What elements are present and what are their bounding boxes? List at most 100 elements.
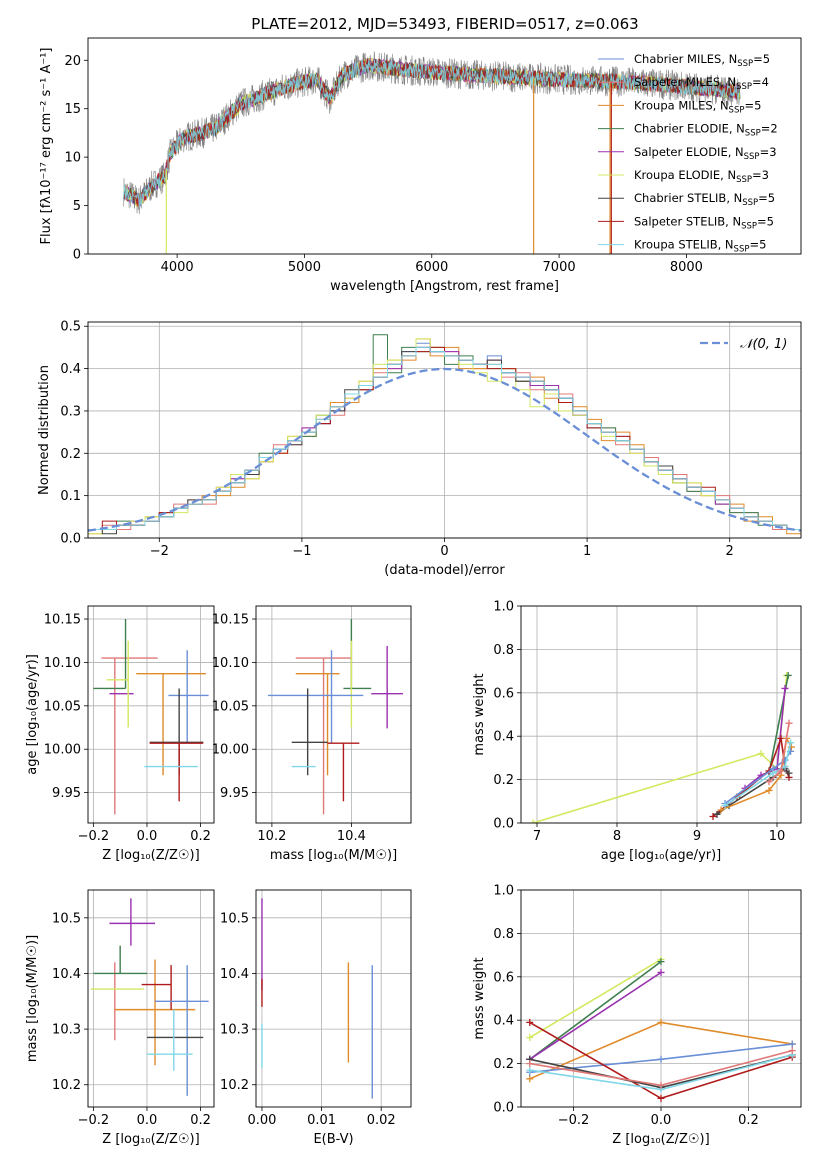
y-tick-label: 10.5 bbox=[52, 911, 81, 926]
y-tick-label: 0.5 bbox=[60, 320, 81, 335]
panel-massweight_vs_age: 7 8 9 10 0.0 0.2 0.4 0.6 0.8 1.0 age [log₁₀(age/yr… bbox=[472, 600, 802, 863]
axes-frame bbox=[87, 37, 802, 255]
axes-frame bbox=[87, 605, 215, 824]
plus-marker bbox=[657, 1018, 665, 1026]
x-axis-label: E(B-V) bbox=[313, 1132, 353, 1147]
y-axis-label: age [log₁₀(age/yr)] bbox=[25, 654, 40, 775]
data-point-errorbar bbox=[267, 650, 364, 744]
x-tick-label: 1 bbox=[583, 544, 591, 559]
plus-marker bbox=[657, 1081, 665, 1089]
plus-marker bbox=[526, 1060, 534, 1068]
plus-marker bbox=[717, 806, 725, 814]
plus-marker bbox=[657, 1094, 665, 1102]
axes-frame bbox=[520, 889, 802, 1108]
plus-marker bbox=[769, 769, 777, 777]
panel-residual_hist: −2 −1 0 1 2 0.0 0.1 0.2 0.3 0.4 0.5 (data-model)/er… bbox=[37, 320, 802, 578]
y-tick-label: 0.6 bbox=[493, 970, 514, 985]
x-tick-label: 4000 bbox=[161, 260, 194, 275]
y-axis-label: Normed distribution bbox=[37, 365, 52, 495]
y-tick-label: 0.0 bbox=[493, 1101, 514, 1116]
x-tick-label: 10 bbox=[769, 829, 786, 844]
plus-marker bbox=[526, 1034, 534, 1042]
x-tick-label: 0.0 bbox=[137, 1113, 158, 1128]
plus-marker bbox=[526, 1075, 534, 1083]
x-tick-label: 0.00 bbox=[247, 1113, 276, 1128]
x-tick-label: −2 bbox=[150, 544, 169, 559]
y-tick-label: 10.2 bbox=[52, 1078, 81, 1093]
x-tick-label: 10.4 bbox=[337, 829, 366, 844]
x-axis-label: age [log₁₀(age/yr)] bbox=[601, 848, 722, 863]
y-tick-label: 10.10 bbox=[44, 656, 81, 671]
legend-label: Kroupa ELODIE, NSSP=3 bbox=[634, 168, 769, 185]
plus-marker bbox=[657, 958, 665, 966]
y-tick-label: 0.6 bbox=[493, 686, 514, 701]
plus-marker bbox=[781, 684, 789, 692]
y-tick-label: 1.0 bbox=[493, 600, 514, 615]
plus-marker bbox=[777, 767, 785, 775]
x-tick-label: 7 bbox=[533, 829, 541, 844]
y-tick-label: 0.0 bbox=[60, 532, 81, 547]
x-tick-label: 9 bbox=[693, 829, 701, 844]
mass-weight-line bbox=[529, 958, 662, 1039]
plus-marker bbox=[526, 1066, 534, 1074]
y-tick-label: 0.8 bbox=[493, 643, 514, 658]
plus-marker bbox=[765, 778, 773, 786]
x-tick-label: 0.02 bbox=[367, 1113, 396, 1128]
x-tick-label: 6000 bbox=[415, 260, 448, 275]
x-tick-label: 0.0 bbox=[651, 1113, 672, 1128]
plus-marker bbox=[788, 1040, 796, 1048]
model-spectrum-line bbox=[123, 59, 741, 208]
x-tick-label: 0.2 bbox=[190, 829, 211, 844]
plus-marker bbox=[713, 810, 721, 818]
data-point-errorbar bbox=[136, 673, 206, 776]
axes-frame bbox=[87, 889, 215, 1108]
panel-spectrum: 4000 5000 6000 7000 8000 0 5 10 15 20 wavelength [… bbox=[39, 37, 802, 294]
y-tick-label: 0.2 bbox=[60, 447, 81, 462]
figure-title: PLATE=2012, MJD=53493, FIBERID=0517, z=0… bbox=[251, 15, 638, 33]
x-tick-label: 10.2 bbox=[257, 829, 286, 844]
legend-label: Salpeter MILES, NSSP=4 bbox=[634, 75, 769, 92]
axes-frame bbox=[520, 605, 802, 824]
y-tick-label: 10.4 bbox=[220, 967, 249, 982]
legend-label: Chabrier ELODIE, NSSP=2 bbox=[634, 122, 778, 139]
plus-marker bbox=[788, 1047, 796, 1055]
axes-frame bbox=[87, 321, 802, 539]
y-tick-label: 10.3 bbox=[52, 1023, 81, 1038]
y-tick-label: 10.2 bbox=[220, 1078, 249, 1093]
plus-marker bbox=[529, 819, 537, 823]
spectrum-legend: Chabrier MILES, NSSP=5 Salpeter MILES, NS… bbox=[598, 52, 778, 255]
y-tick-label: 10.15 bbox=[212, 613, 249, 628]
axes-frame bbox=[255, 889, 412, 1108]
y-tick-label: 10.05 bbox=[44, 699, 81, 714]
data-point-errorbar bbox=[295, 657, 352, 815]
x-tick-label: −0.2 bbox=[78, 1113, 110, 1128]
mass-weight-line bbox=[724, 742, 792, 807]
data-point-errorbar bbox=[93, 945, 147, 975]
x-tick-label: 0.0 bbox=[137, 829, 158, 844]
y-tick-label: 0.3 bbox=[60, 404, 81, 419]
y-tick-label: 5 bbox=[73, 199, 81, 214]
plus-marker bbox=[765, 786, 773, 794]
panel-mass_vs_Z: −0.2 0.0 0.2 10.2 10.3 10.4 10.5 Z [log₁₀(Z/Z☉)… bbox=[25, 889, 215, 1147]
histogram-step bbox=[88, 346, 801, 538]
plot-area-mass_vs_Z bbox=[90, 898, 209, 1096]
data-point-errorbar bbox=[114, 959, 196, 1066]
y-tick-label: 0.0 bbox=[493, 817, 514, 832]
y-tick-label: 10.10 bbox=[212, 656, 249, 671]
y-tick-label: 9.95 bbox=[52, 786, 81, 801]
data-point-errorbar bbox=[146, 1009, 193, 1071]
plot-area-mass_vs_EBV bbox=[261, 898, 373, 1099]
y-tick-label: 10.00 bbox=[44, 743, 81, 758]
plus-marker bbox=[785, 719, 793, 727]
y-tick-label: 0.4 bbox=[493, 1014, 514, 1029]
y-tick-label: 0.4 bbox=[60, 362, 81, 377]
plus-marker bbox=[784, 671, 792, 679]
x-tick-label: 0.01 bbox=[307, 1113, 336, 1128]
data-point-errorbar bbox=[168, 650, 209, 744]
x-tick-label: 0.2 bbox=[738, 1113, 759, 1128]
data-point-errorbar bbox=[109, 898, 156, 946]
plus-marker bbox=[785, 769, 793, 777]
plus-marker bbox=[657, 1055, 665, 1063]
data-point-errorbar bbox=[327, 742, 360, 802]
y-axis-label: mass weight bbox=[472, 957, 487, 1039]
